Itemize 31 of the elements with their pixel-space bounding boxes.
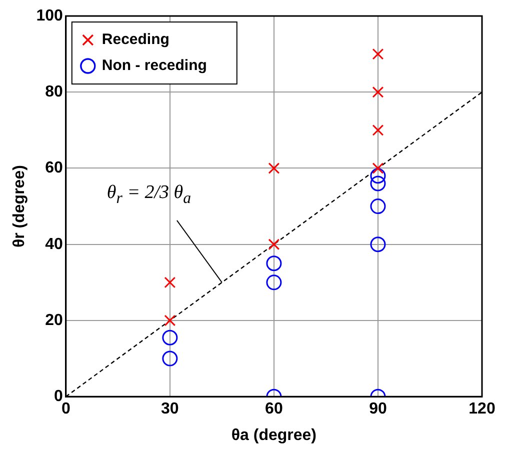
x-tick-label: 60 — [265, 400, 283, 418]
point — [266, 256, 282, 272]
point — [372, 48, 384, 60]
point — [162, 330, 178, 346]
y-tick-label: 20 — [45, 312, 63, 329]
legend-label: Receding — [102, 31, 170, 48]
y-tick-label: 0 — [54, 388, 63, 406]
point — [370, 168, 386, 184]
x-tick-label: 120 — [468, 400, 496, 418]
y-tick-label: 40 — [45, 236, 63, 253]
y-tick-label: 60 — [45, 160, 63, 177]
legend-label: Non - receding — [102, 57, 207, 74]
point — [164, 314, 176, 326]
point — [268, 162, 280, 174]
x-tick-label: 90 — [369, 400, 387, 418]
point — [266, 274, 282, 290]
point — [164, 276, 176, 288]
point — [370, 236, 386, 252]
point — [162, 350, 178, 366]
point — [370, 176, 386, 192]
y-tick-label: 100 — [36, 7, 63, 24]
y-tick-label: 80 — [45, 84, 63, 101]
x-tick-label: 30 — [161, 400, 179, 418]
point — [268, 238, 280, 250]
point — [372, 124, 384, 136]
point — [370, 198, 386, 214]
point — [372, 162, 384, 174]
annotation: θ$_{r}$ = 2/3 θ$_{a}$ — [106, 182, 192, 208]
y-axis-title: θr (degree) — [11, 165, 28, 248]
point — [372, 86, 384, 98]
x-axis-title: θa (degree) — [231, 426, 317, 444]
